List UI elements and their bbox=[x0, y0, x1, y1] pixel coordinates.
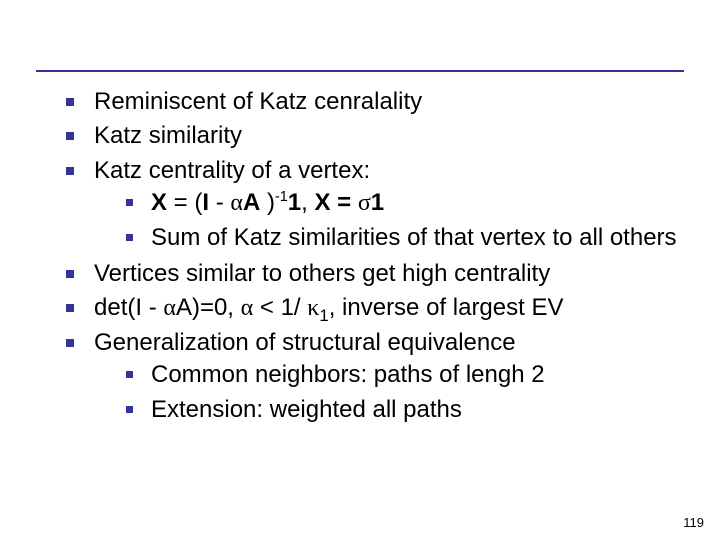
list-item-text: X = (I - αA )-11, X = σ1 bbox=[151, 187, 680, 219]
list-item-text: Vertices similar to others get high cent… bbox=[94, 258, 680, 290]
list-item: Reminiscent of Katz cenralality bbox=[66, 86, 680, 118]
list-item: Vertices similar to others get high cent… bbox=[66, 258, 680, 290]
square-bullet-icon bbox=[66, 270, 74, 278]
list-item-text: Katz similarity bbox=[94, 120, 680, 152]
list-item-text: Katz centrality of a vertex: bbox=[94, 155, 680, 187]
list-item: Extension: weighted all paths bbox=[126, 394, 680, 426]
square-bullet-icon bbox=[126, 371, 133, 378]
page-number: 119 bbox=[683, 515, 704, 530]
list-item: Sum of Katz similarities of that vertex … bbox=[126, 222, 680, 254]
square-bullet-icon bbox=[126, 406, 133, 413]
list-item-text: Reminiscent of Katz cenralality bbox=[94, 86, 680, 118]
title-rule bbox=[36, 70, 684, 72]
nested-list: Common neighbors: paths of lengh 2Extens… bbox=[94, 359, 680, 426]
bullet-list: Reminiscent of Katz cenralalityKatz simi… bbox=[66, 86, 680, 428]
nested-list: X = (I - αA )-11, X = σ1Sum of Katz simi… bbox=[94, 187, 680, 254]
list-item: det(I - αA)=0, α < 1/ κ1, inverse of lar… bbox=[66, 292, 680, 324]
square-bullet-icon bbox=[126, 199, 133, 206]
square-bullet-icon bbox=[126, 234, 133, 241]
list-item: X = (I - αA )-11, X = σ1 bbox=[126, 187, 680, 219]
list-item: Katz centrality of a vertex:X = (I - αA … bbox=[66, 155, 680, 256]
square-bullet-icon bbox=[66, 132, 74, 140]
list-item: Common neighbors: paths of lengh 2 bbox=[126, 359, 680, 391]
list-item-text: Extension: weighted all paths bbox=[151, 394, 680, 426]
square-bullet-icon bbox=[66, 339, 74, 347]
list-item-text: det(I - αA)=0, α < 1/ κ1, inverse of lar… bbox=[94, 292, 680, 324]
list-item: Katz similarity bbox=[66, 120, 680, 152]
square-bullet-icon bbox=[66, 98, 74, 106]
square-bullet-icon bbox=[66, 304, 74, 312]
list-item-text: Common neighbors: paths of lengh 2 bbox=[151, 359, 680, 391]
slide: Reminiscent of Katz cenralalityKatz simi… bbox=[0, 0, 720, 540]
list-item: Generalization of structural equivalence… bbox=[66, 327, 680, 428]
list-item-text: Sum of Katz similarities of that vertex … bbox=[151, 222, 680, 254]
list-item-text: Generalization of structural equivalence bbox=[94, 327, 680, 359]
content-area: Reminiscent of Katz cenralalityKatz simi… bbox=[66, 86, 680, 430]
square-bullet-icon bbox=[66, 167, 74, 175]
